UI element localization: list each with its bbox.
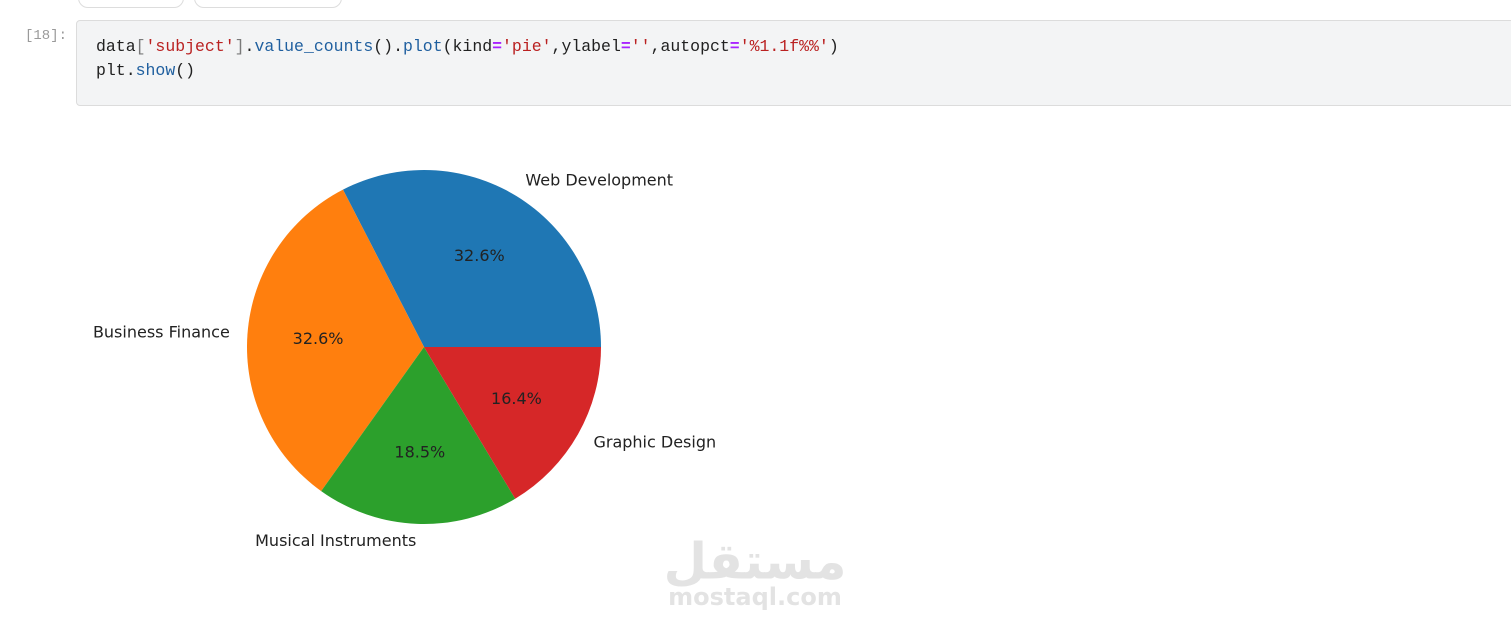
pie-slice — [321, 347, 516, 524]
code-token: ,autopct — [650, 37, 730, 56]
pie-slice — [247, 189, 424, 492]
code-line: data['subject'].value_counts().plot(kind… — [96, 35, 839, 59]
code-token: data — [96, 37, 136, 56]
code-token: (kind — [442, 37, 493, 56]
code: data['subject'].value_counts().plot(kind… — [96, 35, 839, 83]
code-token: ) — [828, 37, 839, 56]
code-token: ] — [234, 37, 245, 56]
slice-label: Musical Instruments — [255, 531, 416, 550]
code-line: plt.show() — [96, 59, 839, 83]
code-token: . — [125, 61, 136, 80]
code-token: 'pie' — [502, 37, 552, 56]
code-token: plot — [403, 37, 443, 56]
code-token: () — [175, 61, 196, 80]
code-token: ,ylabel — [551, 37, 621, 56]
code-token: '%1.1f%%' — [739, 37, 829, 56]
code-token: = — [729, 37, 740, 56]
code-token: value_counts — [254, 37, 374, 56]
code-token: 'subject' — [145, 37, 235, 56]
code-token: plt — [96, 61, 126, 80]
pct-label: 16.4% — [491, 389, 542, 408]
code-token: = — [620, 37, 631, 56]
pct-label: 32.6% — [293, 329, 344, 348]
pct-label: 32.6% — [454, 246, 505, 265]
watermark: mostaql.com — [668, 583, 842, 611]
code-cell[interactable] — [76, 20, 1511, 106]
pie-slice — [342, 170, 601, 347]
code-token: . — [244, 37, 255, 56]
pie-slice — [424, 347, 601, 499]
slice-label: Business Finance — [93, 322, 230, 341]
code-token: '' — [630, 37, 651, 56]
code-token: (). — [373, 37, 403, 56]
slice-label: Graphic Design — [593, 432, 716, 451]
pct-label: 18.5% — [394, 443, 445, 462]
code-token: = — [492, 37, 503, 56]
code-token: [ — [135, 37, 146, 56]
cell-prompt: [18]: — [25, 28, 68, 44]
code-token: show — [135, 61, 176, 80]
watermark: مستقل — [664, 533, 847, 591]
slice-label: Web Development — [525, 170, 673, 189]
